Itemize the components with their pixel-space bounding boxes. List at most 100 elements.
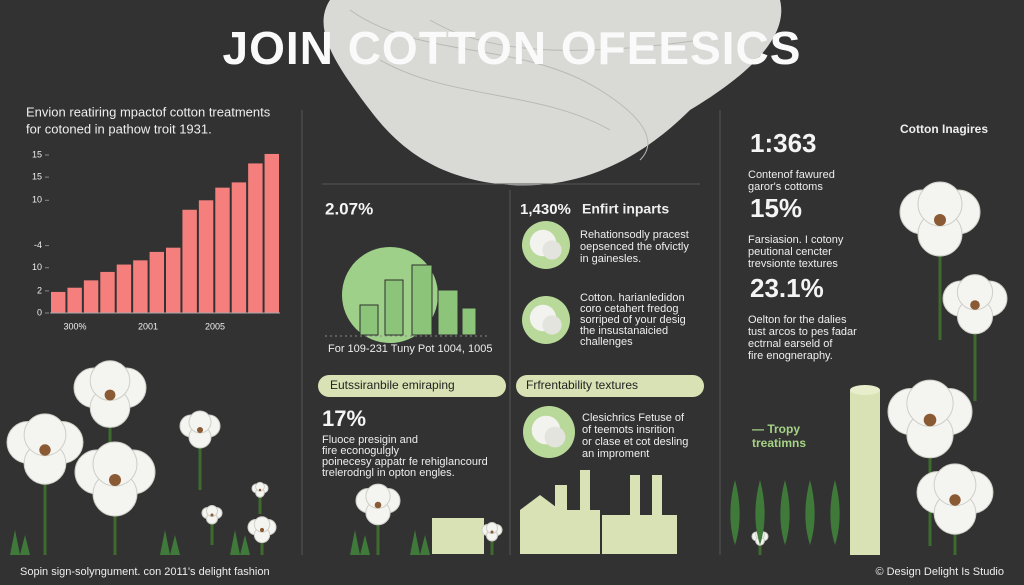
text-line: of teemots insrition <box>582 424 674 436</box>
plant <box>805 480 815 545</box>
grass <box>410 530 430 555</box>
boll-lobe <box>956 274 994 311</box>
boll-core <box>39 444 51 456</box>
bar <box>51 291 66 313</box>
pill-label: Eutssiranbile emiraping <box>330 378 455 392</box>
icon-boll <box>542 315 562 335</box>
cotton-boll <box>899 181 981 340</box>
pill <box>318 375 506 397</box>
text-line: Oelton for the dalies <box>748 314 847 326</box>
bar <box>83 280 99 313</box>
stat-value: 15% <box>750 193 802 223</box>
boll-lobe <box>365 483 391 509</box>
stat-value: 23.1% <box>750 273 824 303</box>
pill-label: Frfrentability textures <box>526 378 638 392</box>
text-line: in gainesles. <box>580 253 641 265</box>
factory <box>432 470 677 554</box>
cotton-boll <box>247 516 277 555</box>
bar <box>215 187 230 313</box>
x-tick-label: 2005 <box>205 321 225 331</box>
bar <box>133 260 148 313</box>
boll-core <box>259 527 265 533</box>
stat-value: 2.07% <box>325 199 373 218</box>
text-line: oepsenced the ofvictly <box>580 241 689 253</box>
icon-boll <box>542 240 562 260</box>
text-line: peutional cencter <box>748 246 832 258</box>
text-line: Clesichrics Fetuse of <box>582 412 685 424</box>
icon-boll <box>544 426 566 448</box>
plant <box>830 480 840 545</box>
y-tick-label: 15 <box>32 149 42 159</box>
footer-left: Sopin sign-solyngument. con 2011's delig… <box>20 566 270 578</box>
boll-core <box>210 513 214 517</box>
pillar <box>850 390 880 555</box>
stat-label: Enfirt inparts <box>582 201 669 217</box>
bar <box>264 153 279 313</box>
text-line: an improment <box>582 448 649 460</box>
y-tick-label: 10 <box>32 262 42 272</box>
tag-line: — Tropy <box>752 422 800 436</box>
boll-core <box>949 494 961 506</box>
text-line: fire enogneraphy. <box>748 350 833 362</box>
boll-core <box>197 427 203 433</box>
text-line: Fluoce presigin and <box>322 434 418 446</box>
bar <box>166 247 181 313</box>
text-line: tust arcos to pes fadar <box>748 326 857 338</box>
text-line: coro cetahert fredog <box>580 303 678 315</box>
green-illustration <box>325 247 490 343</box>
tag-line: treatimns <box>752 436 806 450</box>
plant <box>730 480 740 545</box>
text-line: Cotton. harianledidon <box>580 292 685 304</box>
y-tick-label: 10 <box>32 195 42 205</box>
cotton-cloud <box>323 0 782 186</box>
boll-core <box>490 530 494 534</box>
boll-core <box>109 474 121 486</box>
cotton-boll <box>942 274 1008 401</box>
text-line: the insustanaicied <box>580 325 668 337</box>
bar <box>116 264 132 313</box>
bar <box>149 251 164 313</box>
stat-value: 17% <box>322 406 366 431</box>
text-line: poinecesy appatr fe rehiglancourd <box>322 456 488 468</box>
bar <box>198 200 214 313</box>
grass <box>350 530 370 555</box>
plant <box>755 480 765 545</box>
text-line: Farsiasion. I cotony <box>748 234 844 246</box>
boll-lobe <box>89 360 131 401</box>
cotton-boll <box>887 379 973 546</box>
chart-caption: Envion reatiring mpactof cotton treatmen… <box>26 104 271 119</box>
title: JOIN COTTON OFEESICS <box>223 22 802 74</box>
boll-core <box>104 389 116 401</box>
text-line: trevsionte textures <box>748 258 838 270</box>
cotton-boll <box>481 522 503 555</box>
y-tick-label: 2 <box>37 285 42 295</box>
cotton-boll <box>74 441 156 555</box>
stat-value: 1:363 <box>750 128 817 158</box>
cotton-boll <box>6 413 84 555</box>
y-tick-label: 0 <box>37 307 42 317</box>
grass <box>10 530 30 555</box>
x-tick-label: 300% <box>63 321 86 331</box>
bar <box>231 182 247 313</box>
cotton-boll <box>355 483 401 555</box>
text-line: Contenof fawured <box>748 169 835 181</box>
boll-core <box>374 501 382 509</box>
section-label: Cotton Inagires <box>900 122 988 136</box>
pillar-top <box>850 385 880 395</box>
text-line: garor's cottoms <box>748 181 823 193</box>
bar <box>248 163 263 313</box>
stat-caption: For 109-231 Tuny Pot 1004, 1005 <box>328 343 493 355</box>
text-line: fire econogulgly <box>322 445 400 457</box>
stat-value: 1,430% <box>520 201 571 218</box>
x-tick-label: 2001 <box>138 321 158 331</box>
cotton-boll <box>916 463 994 555</box>
cotton-boll <box>201 505 223 545</box>
bar <box>67 287 82 313</box>
boll-core <box>258 488 262 492</box>
boll-core <box>923 413 937 427</box>
text-line: trelerodngl in opton engles. <box>322 467 455 479</box>
chart-caption: for cotoned in pathow troit 1931. <box>26 121 212 136</box>
boll-core <box>934 214 946 226</box>
text-line: ectrnal earseld of <box>748 338 833 350</box>
text-line: or clase et cot desling <box>582 436 688 448</box>
